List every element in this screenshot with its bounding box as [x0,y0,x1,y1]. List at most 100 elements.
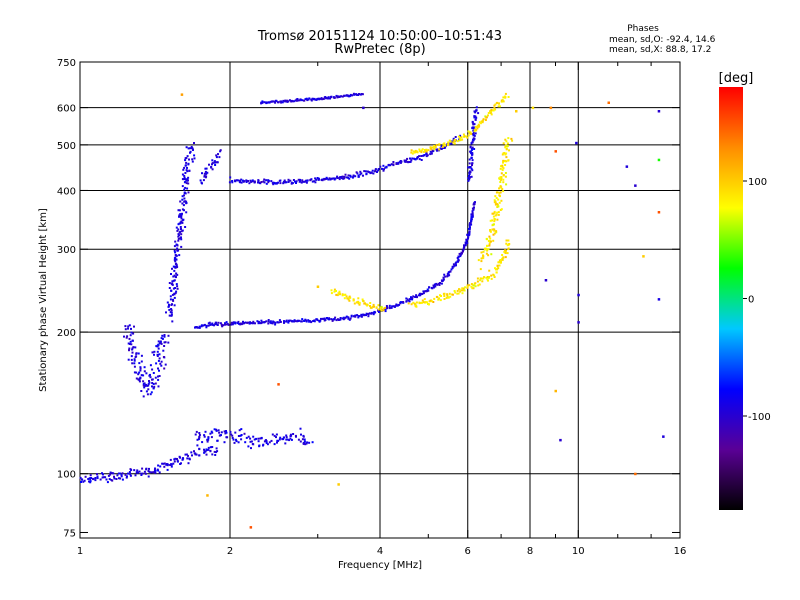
data-point [187,147,190,150]
data-point [310,178,313,181]
data-point [208,321,211,324]
data-point [335,319,338,322]
data-point [254,322,256,325]
data-point [369,302,372,304]
data-point [219,150,222,153]
data-point [129,334,132,337]
data-point [341,95,344,98]
data-point [119,477,122,480]
data-point [125,336,128,339]
data-point [151,382,154,384]
data-point [349,317,352,320]
data-point [184,172,187,174]
data-point [133,358,136,361]
data-point [130,355,133,358]
data-point [237,441,240,444]
data-point [451,293,454,296]
data-point [497,267,500,270]
data-point [343,297,346,300]
data-point [347,174,350,177]
data-point [436,148,439,151]
data-point [504,92,507,95]
data-point [89,478,92,481]
data-point [175,290,178,293]
data-point [169,298,172,301]
data-point [281,101,284,104]
data-point [175,283,178,286]
data-point [240,178,243,181]
data-point [335,293,338,296]
data-point [89,481,92,484]
data-point [295,182,297,184]
data-point [415,294,418,297]
data-point [204,170,207,173]
data-point [507,247,510,250]
data-point [244,441,247,444]
data-point [143,370,146,373]
data-point [487,112,490,114]
data-point [371,169,374,172]
data-point [494,103,497,106]
data-point [151,351,154,354]
data-point [336,177,339,179]
data-point [458,288,461,291]
data-point [472,287,475,290]
data-point [151,378,153,381]
data-point [352,298,355,301]
data-point [131,362,134,365]
data-point [127,325,130,328]
data-point [149,393,152,396]
data-point [283,179,286,182]
data-point [324,318,327,321]
y-tick-label: 100 [57,470,76,481]
data-point [397,162,400,165]
x-tick-label: 4 [377,546,383,557]
data-point [79,476,82,479]
data-point [201,182,203,185]
data-point [399,302,402,305]
data-point [294,320,297,323]
data-point [193,142,195,144]
data-point [360,313,363,316]
data-point [301,438,304,441]
data-point [421,299,424,302]
data-point [481,280,484,283]
data-point [473,148,476,150]
data-point [502,178,505,181]
data-point [634,472,637,476]
data-point [479,268,482,271]
data-point [343,293,346,296]
data-point [261,101,264,104]
data-point [288,439,291,442]
data-point [223,441,226,444]
data-point [211,163,213,166]
data-point [469,226,471,229]
colorbar-tick-label: 100 [748,177,767,188]
data-point [411,298,414,301]
data-point [157,367,159,370]
data-point [344,293,347,296]
data-point [354,175,357,178]
data-point [379,308,382,311]
data-point [188,158,190,161]
data-point [158,375,161,377]
data-point [463,244,465,247]
stats-line-o: mean, sd,O: -92.4, 14.6 [609,35,716,45]
data-point [452,265,455,268]
data-point [406,157,409,160]
data-point [134,474,137,477]
data-point [492,239,495,242]
data-point [299,178,301,181]
data-point [494,108,497,111]
data-point [293,100,296,103]
data-point [485,276,488,279]
data-point [224,432,227,435]
data-point [288,99,291,102]
data-point [277,321,280,324]
data-point [279,436,282,439]
data-point [420,149,423,152]
data-point [152,383,155,385]
data-point [306,441,309,444]
grid-layer [80,62,680,538]
data-point [191,158,194,161]
